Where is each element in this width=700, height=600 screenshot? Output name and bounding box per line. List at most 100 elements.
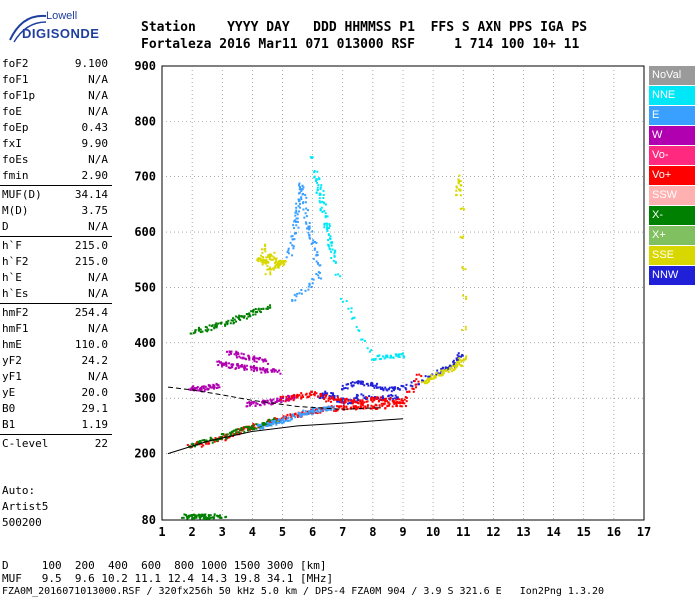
param-label: B0 [2,402,16,415]
param-row: hmF1 N/A [0,321,112,337]
echo-point-e-trace [267,424,270,427]
echo-point-nnw-mid [342,397,345,400]
echo-point-oblique-high [251,309,254,312]
echo-point-x-trace [239,428,242,431]
echo-point-e-trace [297,412,300,415]
echo-point-high-freq [455,193,458,196]
echo-point-x-trace [255,423,258,426]
echo-point-high-freq [430,377,433,380]
param-row: fxI 9.90 [0,136,112,152]
echo-point-w-oblique [293,395,296,398]
echo-point-x-trace [264,422,267,425]
echo-point-high-freq [447,370,450,373]
echo-point-spread-nnw [455,357,458,360]
echo-point-w-oblique [253,400,256,403]
param-label: C-level [2,437,49,450]
echo-point-spread-blue [298,210,301,213]
echo-point-spread-blue [293,232,296,235]
echo-point-red-mid [310,390,313,393]
echo-point-spread-nnw [365,382,368,385]
legend-item-e: E [649,106,695,125]
echo-point-es-low [198,513,201,516]
echo-point-o-trace [252,422,255,425]
echo-point-oblique-high [242,316,245,319]
param-label: fxI [2,137,22,150]
echo-point-red-mid [384,399,387,402]
echo-point-es-low [187,516,190,519]
echo-point-spread-cyan [334,250,337,253]
param-row: h`Es N/A [0,286,112,302]
echo-point-x-trace [224,435,227,438]
echo-point-w-trace-2 [247,354,250,357]
echo-point-o-trace [340,405,343,408]
echo-point-e-trace [325,407,328,410]
echo-point-spread-nnw [384,386,387,389]
echo-point-o-trace [341,407,344,410]
echo-point-spread-cyan [320,206,323,209]
echo-point-e-trace [262,427,265,430]
echo-point-w-trace-1 [230,363,233,366]
echo-point-e-trace [317,410,320,413]
echo-point-oblique-high [252,310,255,313]
echo-point-w-trace-2 [228,350,231,353]
echo-point-red-mid [376,396,379,399]
echo-point-w-trace-1 [223,362,226,365]
echo-point-e-trace [261,427,264,430]
echo-point-high-freq [444,369,447,372]
echo-point-sse-blob [277,265,280,268]
echo-point-oblique-high [243,315,246,318]
echo-point-x-trace [230,432,233,435]
echo-point-w-oblique [270,403,273,406]
echo-point-o-trace [284,417,287,420]
echo-point-spread-nnw [456,354,459,357]
echo-point-spread-cyan [326,224,329,227]
echo-point-spread-cyan [310,157,313,160]
echo-point-spread-blue [310,286,313,289]
echo-point-o-trace [253,424,256,427]
echo-point-w-trace-1 [253,368,256,371]
echo-point-red-mid [353,399,356,402]
echo-point-oblique-high [238,316,241,319]
echo-point-w-trace-2 [239,356,242,359]
echo-point-spread-blue [286,251,289,254]
echo-point-spread-cyan [353,316,356,319]
param-value: 3.75 [81,204,109,217]
legend-item-ssw: SSW [649,186,695,205]
echo-point-w-oblique [261,400,264,403]
echo-point-nnw-mid [336,400,339,403]
echo-point-o-trace [337,405,340,408]
echo-point-oblique-high [266,308,269,311]
echo-point-oblique-low [213,384,216,387]
echo-point-red-mid [352,400,355,403]
param-row: h`F2 215.0 [0,254,112,270]
echo-point-nnw-mid [364,396,367,399]
echo-point-spread-nnw [424,375,427,378]
echo-point-oblique-high [231,319,234,322]
echo-point-oblique-high [226,323,229,326]
echo-point-sse-blob [266,260,269,263]
echo-point-sse-blob [264,250,267,253]
param-label: h`F [2,239,22,252]
y-tick-label: 700 [134,170,156,184]
echo-point-es-low [203,513,206,516]
echo-point-high-freq [455,185,458,188]
echo-point-spread-blue [312,241,315,244]
echo-point-es-low [203,516,206,519]
echo-point-w-trace-2 [248,358,251,361]
echo-point-w-trace-2 [240,352,243,355]
echo-point-high-freq [460,328,463,331]
echo-point-spread-cyan [363,339,366,342]
echo-point-red-mid [400,401,403,404]
echo-point-spread-nnw [447,367,450,370]
echo-point-o-trace [202,444,205,447]
echo-point-o-trace [213,440,216,443]
echo-point-red-mid [300,392,303,395]
param-value: N/A [88,105,108,118]
echo-point-spread-blue [297,226,300,229]
echo-point-w-trace-1 [260,368,263,371]
echo-point-oblique-high [227,319,230,322]
echo-point-red-mid [408,390,411,393]
echo-point-spread-nnw [439,372,442,375]
echo-point-x-trace [252,426,255,429]
echo-point-high-freq [459,188,462,191]
